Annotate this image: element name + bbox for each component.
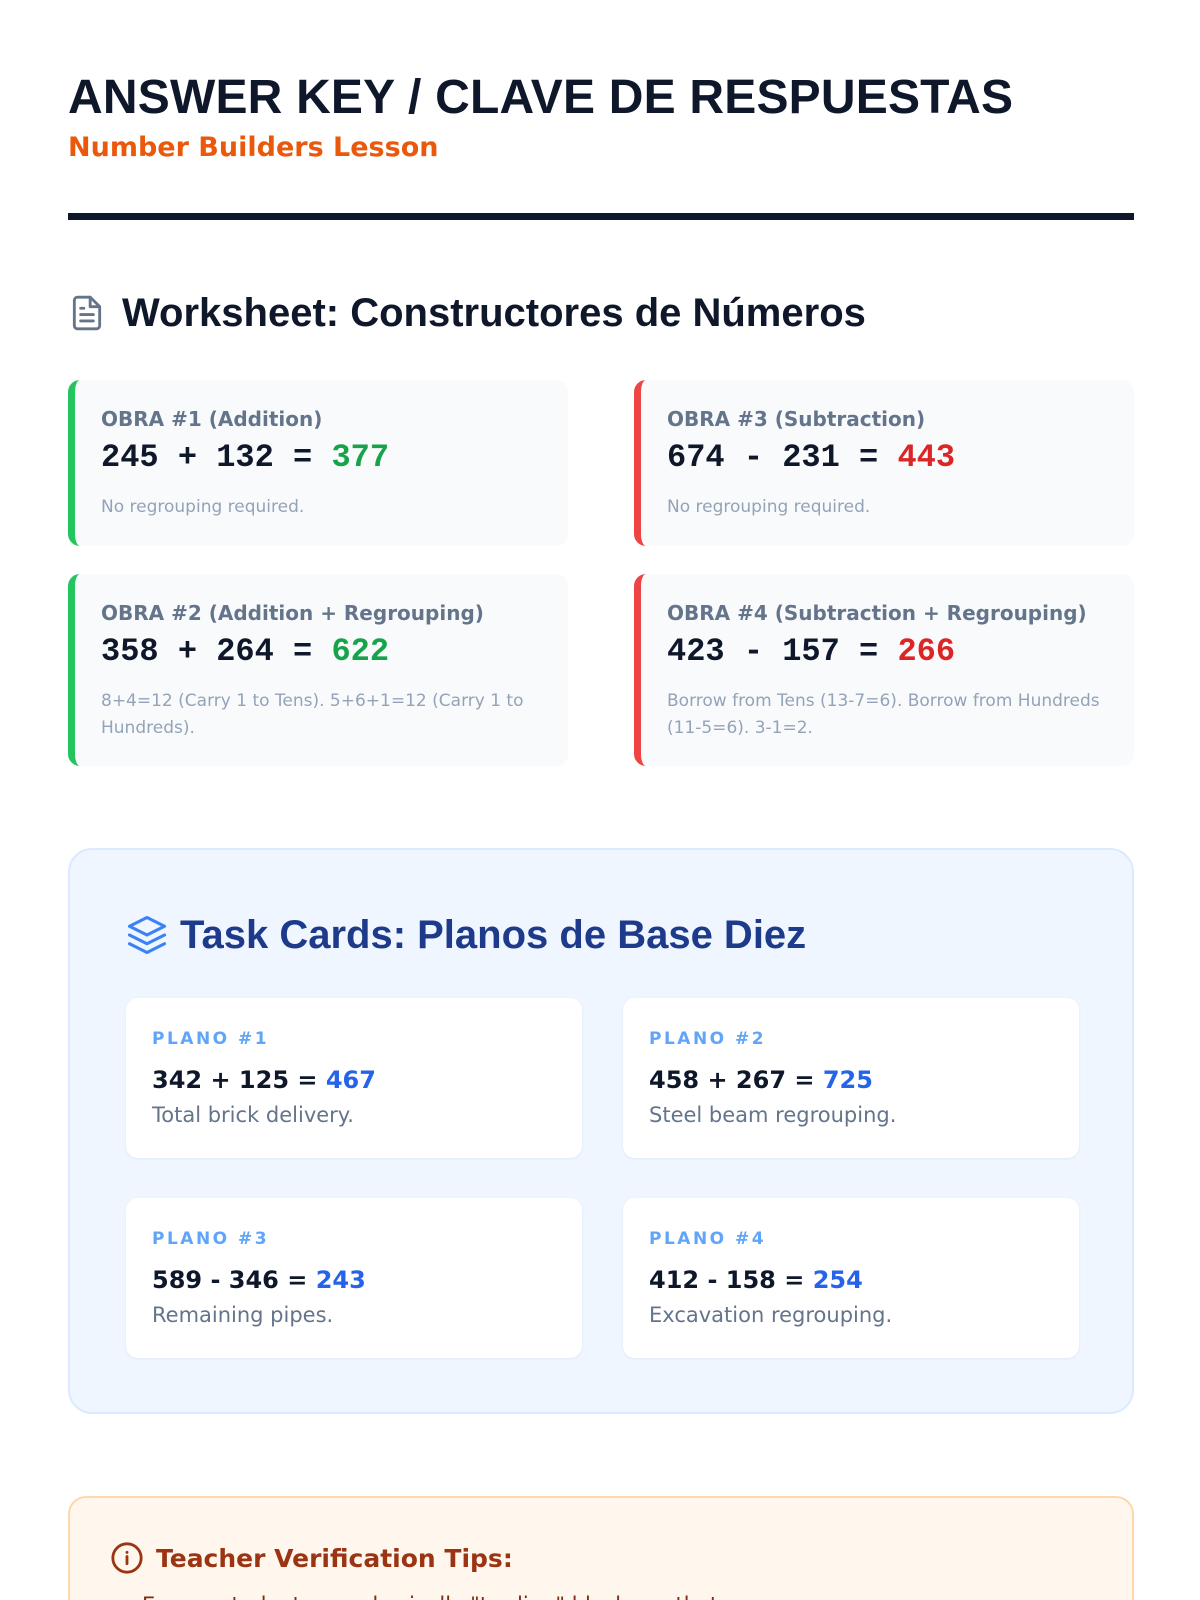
page-title: ANSWER KEY / CLAVE DE RESPUESTAS: [68, 71, 1014, 124]
task-description: Remaining pipes.: [152, 1303, 334, 1327]
teacher-tips-heading-label: Teacher Verification Tips:: [156, 1543, 513, 1573]
task-card-plano-3: PLANO #3 589 - 346 = 243 Remaining pipes…: [126, 1198, 582, 1358]
worksheet-card-obra-3: OBRA #3 (Subtraction) 674 - 231 = 443 No…: [634, 380, 1134, 546]
card-answer: 443: [897, 439, 956, 476]
task-answer: 467: [325, 1066, 376, 1094]
task-card-plano-4: PLANO #4 412 - 158 = 254 Excavation regr…: [623, 1198, 1079, 1358]
operator: +: [177, 633, 198, 670]
operand-b: 264: [216, 633, 274, 670]
plano-label: PLANO #2: [649, 1029, 767, 1049]
card-label: OBRA #2 (Addition + Regrouping): [101, 601, 484, 625]
card-equation: 674 - 231 = 443: [667, 438, 1110, 478]
task-equation-text: 412 - 158 =: [649, 1266, 805, 1294]
answer-key-page: ANSWER KEY / CLAVE DE RESPUESTAS Number …: [68, 0, 1134, 1600]
operand-b: 231: [782, 439, 840, 476]
operand-a: 674: [667, 439, 725, 476]
task-cards-heading: Task Cards: Planos de Base Diez: [126, 910, 806, 960]
worksheet-card-obra-1: OBRA #1 (Addition) 245 + 132 = 377 No re…: [68, 380, 568, 546]
plano-label: PLANO #1: [152, 1029, 270, 1049]
card-answer: 266: [897, 633, 956, 670]
card-label: OBRA #1 (Addition): [101, 407, 323, 431]
card-equation: 358 + 264 = 622: [101, 632, 544, 672]
worksheet-heading: Worksheet: Constructores de Números: [68, 288, 866, 338]
task-equation: 589 - 346 = 243: [152, 1264, 556, 1296]
task-card-plano-1: PLANO #1 342 + 125 = 467 Total brick del…: [126, 998, 582, 1158]
worksheet-card-obra-2: OBRA #2 (Addition + Regrouping) 358 + 26…: [68, 574, 568, 766]
task-description: Steel beam regrouping.: [649, 1103, 897, 1127]
tip-item: Ensure students are physically "trading"…: [142, 1590, 738, 1600]
card-equation: 245 + 132 = 377: [101, 438, 544, 478]
worksheet-card-obra-4: OBRA #4 (Subtraction + Regrouping) 423 -…: [634, 574, 1134, 766]
title-divider: [68, 213, 1134, 220]
task-cards-section: Task Cards: Planos de Base Diez PLANO #1…: [68, 848, 1134, 1414]
task-equation-text: 589 - 346 =: [152, 1266, 308, 1294]
task-description: Excavation regrouping.: [649, 1303, 893, 1327]
operator: +: [177, 439, 198, 476]
card-note: No regrouping required.: [101, 497, 305, 517]
task-equation: 342 + 125 = 467: [152, 1064, 556, 1096]
plano-label: PLANO #4: [649, 1229, 767, 1249]
operand-a: 245: [101, 439, 159, 476]
card-label: OBRA #4 (Subtraction + Regrouping): [667, 601, 1087, 625]
operand-a: 423: [667, 633, 725, 670]
task-answer: 243: [315, 1266, 366, 1294]
operand-b: 132: [216, 439, 274, 476]
document-icon: [72, 295, 102, 331]
operand-b: 157: [782, 633, 840, 670]
equals-sign: =: [859, 633, 879, 670]
card-answer: 377: [331, 439, 390, 476]
task-equation: 412 - 158 = 254: [649, 1264, 1053, 1296]
operator: -: [743, 633, 764, 670]
layers-icon: [127, 915, 167, 955]
equals-sign: =: [859, 439, 879, 476]
task-answer: 254: [812, 1266, 863, 1294]
task-equation-text: 342 + 125 =: [152, 1066, 318, 1094]
card-note: Borrow from Tens (13-7=6). Borrow from H…: [667, 691, 1100, 738]
card-label: OBRA #3 (Subtraction): [667, 407, 926, 431]
teacher-tips-heading: Teacher Verification Tips:: [110, 1540, 513, 1576]
equals-sign: =: [293, 439, 313, 476]
card-note: No regrouping required.: [667, 497, 871, 517]
plano-label: PLANO #3: [152, 1229, 270, 1249]
operand-a: 358: [101, 633, 159, 670]
card-answer: 622: [331, 633, 390, 670]
task-cards-heading-label: Task Cards: Planos de Base Diez: [180, 912, 807, 957]
task-equation-text: 458 + 267 =: [649, 1066, 815, 1094]
task-card-plano-2: PLANO #2 458 + 267 = 725 Steel beam regr…: [623, 998, 1079, 1158]
equals-sign: =: [293, 633, 313, 670]
teacher-tips-section: Teacher Verification Tips: Ensure studen…: [68, 1496, 1134, 1600]
worksheet-heading-label: Worksheet: Constructores de Números: [122, 290, 866, 335]
task-answer: 725: [822, 1066, 873, 1094]
operator: -: [743, 439, 764, 476]
info-circle-icon: [111, 1542, 143, 1574]
task-description: Total brick delivery.: [152, 1103, 354, 1127]
card-note: 8+4=12 (Carry 1 to Tens). 5+6+1=12 (Carr…: [101, 691, 524, 738]
page-subtitle: Number Builders Lesson: [68, 132, 439, 163]
card-equation: 423 - 157 = 266: [667, 632, 1110, 672]
task-equation: 458 + 267 = 725: [649, 1064, 1053, 1096]
